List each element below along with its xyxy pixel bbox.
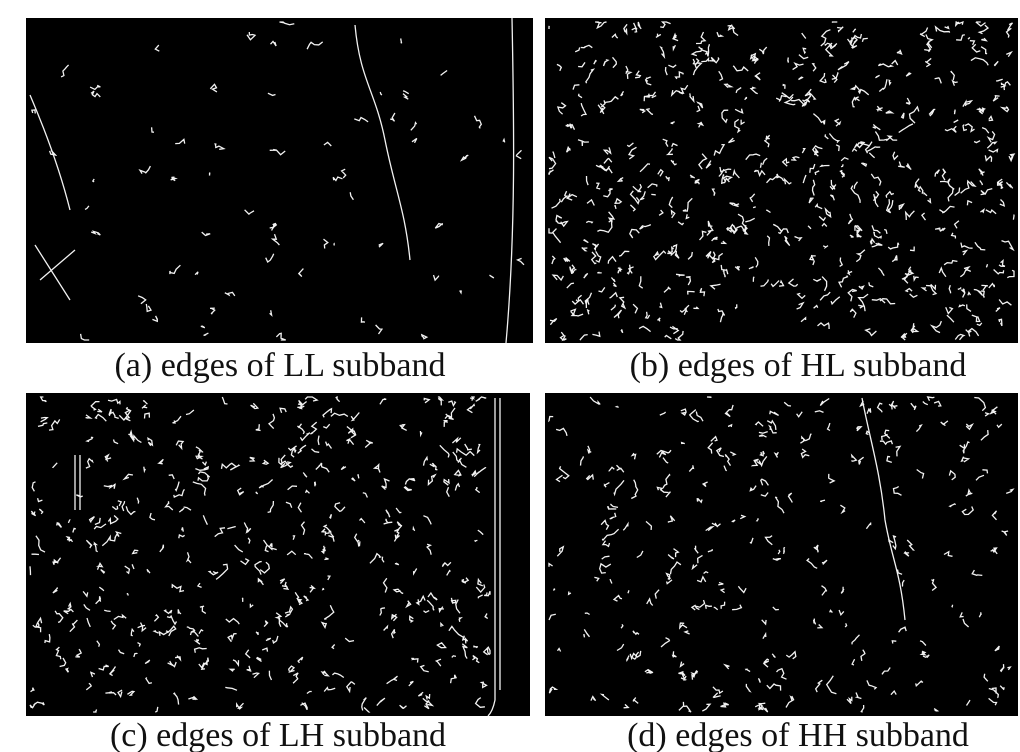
figure: (a) edges of LL subband (b) edges of HL …	[0, 0, 1020, 752]
panel-image	[26, 18, 533, 343]
caption: (a) edges of LL subband	[114, 347, 445, 384]
caption: (c) edges of LH subband	[110, 717, 446, 752]
caption: (b) edges of HL subband	[630, 347, 967, 384]
panel-image	[545, 393, 1018, 716]
page: (a) edges of LL subband (b) edges of HL …	[0, 0, 1020, 752]
caption: (d) edges of HH subband	[627, 717, 969, 752]
